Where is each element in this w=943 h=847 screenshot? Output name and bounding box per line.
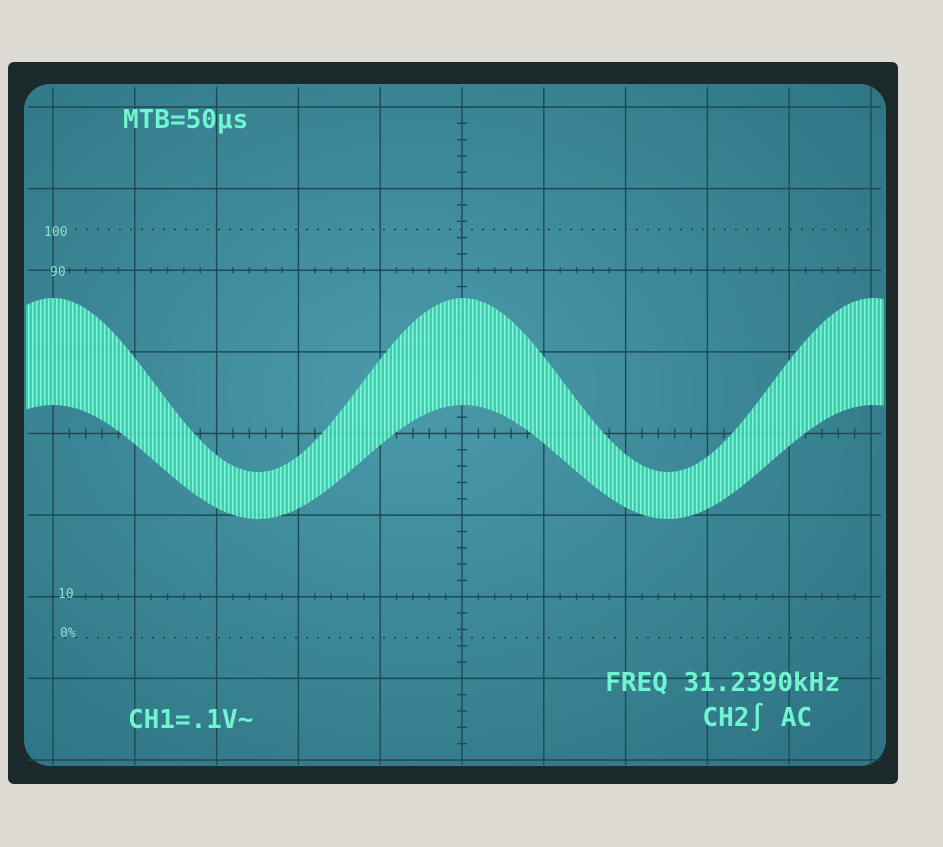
frequency: FREQ 31.2390kHz [605,668,840,698]
page: MTB=50μs 100 90 10 0% FREQ 31.2390kHz CH… [0,0,943,847]
scale-label: 10 [58,587,74,602]
scale-label: 0% [60,626,76,641]
channel1: CH1=.1V∼ [128,705,253,735]
scale-label: 90 [50,265,66,280]
scale-label: 100 [44,225,67,240]
channel2: CH2∫ AC [702,702,812,733]
oscilloscope-photo: MTB=50μs 100 90 10 0% FREQ 31.2390kHz CH… [0,0,943,847]
timebase: MTB=50μs [123,105,248,135]
